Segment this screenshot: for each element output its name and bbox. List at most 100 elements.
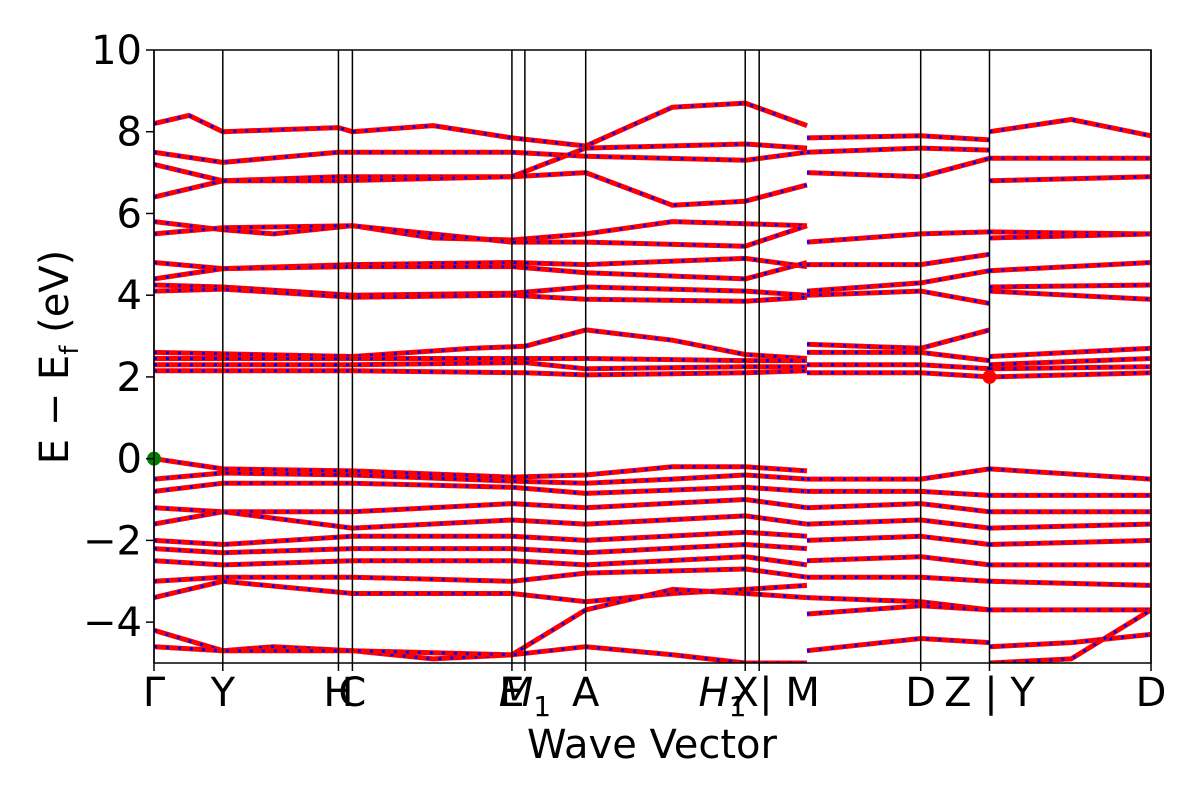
band-line — [989, 631, 1151, 650]
band-line — [807, 370, 990, 380]
x-tick-label: Γ — [143, 670, 166, 716]
band-projection-dots — [154, 328, 808, 360]
x-tick-label: D — [905, 670, 936, 716]
band-lines — [154, 100, 1151, 663]
x-tick-label: A — [572, 670, 600, 716]
band-projection-dots — [154, 162, 808, 207]
y-tick-label: 6 — [117, 191, 142, 237]
band-line — [154, 480, 808, 496]
band-line — [806, 155, 991, 180]
band-line — [806, 501, 990, 515]
band-line — [154, 260, 808, 282]
band-projection-dots — [989, 232, 1151, 240]
y-tick-label: 4 — [117, 273, 142, 319]
band-line — [154, 161, 808, 208]
band-projection-dots — [989, 357, 1151, 367]
band-projection-dots — [989, 467, 1151, 481]
band-projection-dots — [989, 608, 1151, 663]
band-line — [154, 470, 808, 486]
band-projection-dots — [806, 134, 990, 142]
band-projection-dots — [989, 538, 1151, 546]
x-tick-label: Y — [210, 670, 236, 716]
band-line — [807, 488, 990, 498]
band-projection-dots — [806, 555, 990, 567]
band-projection-dots — [806, 534, 990, 546]
band-projection-dots — [807, 252, 990, 267]
x-tick-label: D — [1136, 670, 1167, 716]
band-line — [806, 133, 990, 143]
band-projection-dots — [807, 489, 990, 497]
band-projection-dots — [989, 371, 1151, 379]
band-edge-markers — [147, 369, 997, 466]
band-line — [806, 229, 990, 245]
x-tick-label: M1 — [499, 670, 551, 723]
band-projection-dots — [989, 283, 1151, 289]
band-projection-dots — [807, 363, 990, 371]
band-projection-dots — [154, 101, 808, 148]
x-tick-label: H1 | M — [699, 670, 820, 723]
band-line — [806, 268, 990, 294]
x-tick-label: C — [338, 670, 366, 716]
band-projection-dots — [989, 579, 1151, 587]
band-projection-dots — [989, 522, 1151, 530]
band-line — [807, 251, 990, 268]
band-line — [807, 466, 990, 482]
band-projection-dots — [989, 175, 1151, 183]
y-tick-label: 8 — [117, 110, 142, 156]
band-projection-dots — [807, 575, 990, 583]
band-projection-dots — [806, 604, 990, 616]
band-line — [154, 100, 808, 149]
band-line — [807, 349, 990, 364]
band-line — [806, 533, 990, 547]
band-projection-dots — [989, 365, 1151, 371]
band-projection-dots — [806, 518, 990, 530]
band-line — [806, 603, 990, 617]
band-line — [806, 636, 990, 654]
band-line — [806, 288, 990, 306]
band-line — [989, 117, 1151, 139]
band-line — [154, 644, 807, 663]
band-projection-dots — [806, 328, 990, 350]
band-projection-dots — [806, 146, 990, 154]
band-projection-dots — [806, 502, 990, 514]
band-projection-dots — [807, 467, 990, 481]
band-line — [806, 327, 991, 351]
band-projection-dots — [154, 579, 808, 604]
cbm-marker — [982, 369, 997, 384]
x-tick-label: X — [732, 670, 759, 716]
band-line — [806, 517, 990, 531]
y-tick-label: 2 — [117, 355, 142, 401]
band-projection-dots — [154, 361, 807, 371]
band-line — [807, 362, 990, 372]
band-line — [154, 456, 808, 480]
y-axis-label: E − Ef (eV) — [32, 250, 85, 465]
x-axis-label: Wave Vector — [527, 722, 778, 768]
band-line — [807, 574, 990, 584]
plot-frame — [153, 49, 1152, 664]
y-tick-label: −4 — [83, 600, 142, 646]
y-axis-ticks: −4 −2 0 2 4 6 8 10 — [83, 28, 154, 646]
band-projection-dots — [154, 357, 807, 363]
band-projection-dots — [806, 636, 990, 653]
x-tick-label: E — [499, 670, 524, 716]
band-projection-dots — [806, 156, 990, 179]
y-tick-label: 10 — [91, 28, 142, 74]
band-projection-dots — [989, 261, 1151, 273]
band-projection-dots — [807, 371, 990, 379]
band-projection-dots — [806, 230, 990, 244]
band-projection-dots — [806, 269, 990, 293]
band-projection-dots — [807, 350, 990, 363]
x-tick-label: H — [323, 670, 353, 716]
band-projection-dots — [154, 369, 808, 377]
band-line — [806, 554, 990, 568]
band-projection-dots — [806, 596, 990, 612]
y-tick-label: 0 — [117, 437, 142, 483]
band-line — [154, 509, 808, 531]
band-projection-dots — [989, 289, 1151, 301]
band-projection-dots — [989, 346, 1151, 358]
y-tick-label: −2 — [83, 518, 142, 564]
x-tick-label: Z | Y — [944, 670, 1035, 716]
band-projection-dots — [806, 289, 990, 305]
